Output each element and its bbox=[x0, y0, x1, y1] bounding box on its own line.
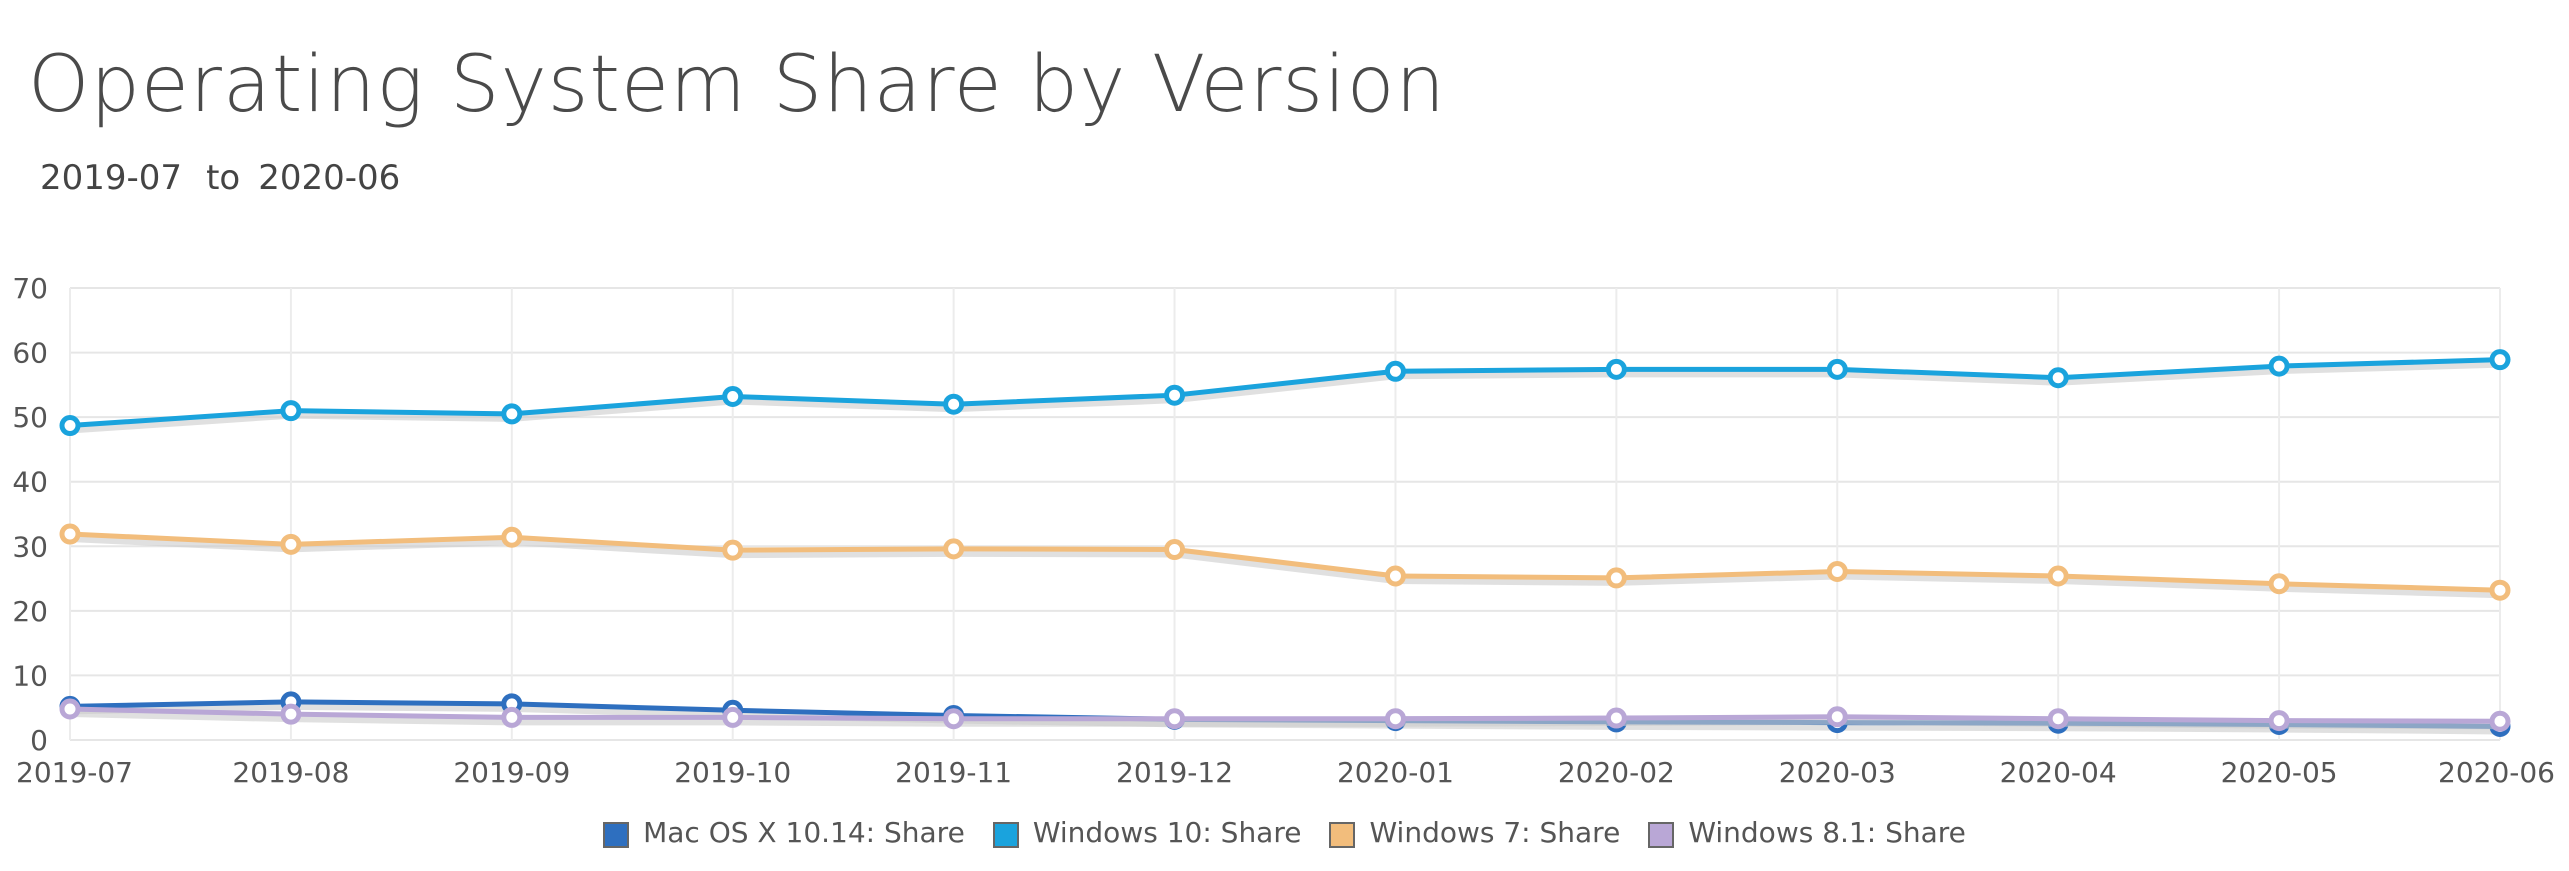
data-point[interactable] bbox=[1384, 360, 1406, 382]
legend-label: Windows 8.1: Share bbox=[1688, 816, 1966, 849]
legend-label: Mac OS X 10.14: Share bbox=[643, 816, 965, 849]
data-point[interactable] bbox=[943, 393, 965, 415]
legend-label: Windows 10: Share bbox=[1032, 816, 1302, 849]
x-tick-label: 2020-06 bbox=[2438, 756, 2555, 789]
series-line bbox=[69, 706, 2501, 724]
x-tick-label: 2020-05 bbox=[2221, 756, 2338, 789]
data-point[interactable] bbox=[501, 526, 523, 548]
data-point[interactable] bbox=[1384, 708, 1406, 730]
data-point[interactable] bbox=[722, 539, 744, 561]
y-tick-label: 20 bbox=[12, 595, 48, 628]
data-point[interactable] bbox=[59, 523, 81, 545]
x-tick-label: 2020-04 bbox=[2000, 756, 2117, 789]
range-to[interactable]: 2020-06 bbox=[258, 158, 401, 198]
series-1 bbox=[59, 349, 2511, 437]
legend: Mac OS X 10.14: Share Windows 10: Share Wi… bbox=[0, 816, 2569, 849]
data-point[interactable] bbox=[501, 403, 523, 425]
data-point[interactable] bbox=[1605, 567, 1627, 589]
data-point[interactable] bbox=[1164, 708, 1186, 730]
x-tick-label: 2019-09 bbox=[453, 756, 570, 789]
data-point[interactable] bbox=[2489, 349, 2511, 371]
data-point[interactable] bbox=[2489, 579, 2511, 601]
series-line bbox=[69, 531, 2501, 593]
data-point[interactable] bbox=[1384, 565, 1406, 587]
range-separator: to bbox=[206, 158, 241, 198]
legend-label: Windows 7: Share bbox=[1369, 816, 1621, 849]
x-tick-label: 2019-12 bbox=[1116, 756, 1233, 789]
legend-item[interactable]: Windows 10: Share bbox=[992, 816, 1302, 849]
y-tick-label: 40 bbox=[12, 466, 48, 499]
legend-item[interactable]: Windows 8.1: Share bbox=[1648, 816, 1966, 849]
data-point[interactable] bbox=[2268, 710, 2290, 732]
series-group bbox=[59, 349, 2511, 737]
range-from[interactable]: 2019-07 bbox=[40, 158, 183, 198]
data-point[interactable] bbox=[722, 385, 744, 407]
x-axis-ticks: 2019-07 2019-08 2019-09 2019-10 2019-11 2019-… bbox=[16, 756, 2555, 789]
y-tick-label: 10 bbox=[12, 659, 48, 692]
y-tick-label: 60 bbox=[12, 337, 48, 370]
data-point[interactable] bbox=[943, 538, 965, 560]
data-point[interactable] bbox=[1605, 707, 1627, 729]
data-point[interactable] bbox=[722, 706, 744, 728]
legend-item[interactable]: Windows 7: Share bbox=[1329, 816, 1620, 849]
y-tick-label: 70 bbox=[12, 272, 48, 305]
data-point[interactable] bbox=[1826, 706, 1848, 728]
series-line bbox=[69, 357, 2501, 429]
data-point[interactable] bbox=[2489, 710, 2511, 732]
x-tick-label: 2020-01 bbox=[1337, 756, 1454, 789]
series-2 bbox=[59, 523, 2511, 601]
data-point[interactable] bbox=[2047, 367, 2069, 389]
series-shadow bbox=[69, 536, 2501, 599]
y-tick-label: 0 bbox=[30, 724, 48, 757]
series-shadow bbox=[69, 711, 2501, 730]
y-tick-label: 50 bbox=[12, 401, 48, 434]
data-point[interactable] bbox=[501, 706, 523, 728]
data-point[interactable] bbox=[1826, 560, 1848, 582]
data-point[interactable] bbox=[280, 533, 302, 555]
legend-swatch bbox=[1648, 822, 1675, 848]
y-tick-label: 30 bbox=[12, 530, 48, 563]
series-shadow bbox=[69, 361, 2501, 434]
data-point[interactable] bbox=[2047, 565, 2069, 587]
x-tick-label: 2020-03 bbox=[1779, 756, 1896, 789]
y-axis-ticks: 0 10 20 30 40 50 60 70 bbox=[12, 272, 48, 757]
data-point[interactable] bbox=[59, 415, 81, 437]
data-point[interactable] bbox=[1826, 358, 1848, 380]
x-tick-label: 2019-08 bbox=[232, 756, 349, 789]
chart-title: Operating System Share by Version bbox=[28, 40, 1446, 130]
data-point[interactable] bbox=[1164, 384, 1186, 406]
legend-swatch bbox=[992, 822, 1019, 848]
data-point[interactable] bbox=[280, 400, 302, 422]
legend-item[interactable]: Mac OS X 10.14: Share bbox=[603, 816, 965, 849]
data-point[interactable] bbox=[1164, 539, 1186, 561]
legend-swatch bbox=[603, 822, 630, 848]
data-point[interactable] bbox=[943, 708, 965, 730]
date-range: 2019-07 to 2020-06 bbox=[40, 158, 400, 198]
data-point[interactable] bbox=[280, 703, 302, 725]
data-point[interactable] bbox=[1605, 358, 1627, 380]
data-point[interactable] bbox=[2268, 355, 2290, 377]
grid-lines bbox=[69, 287, 2501, 741]
data-point[interactable] bbox=[2268, 573, 2290, 595]
x-tick-label: 2020-02 bbox=[1558, 756, 1675, 789]
x-tick-label: 2019-07 bbox=[16, 756, 133, 789]
x-tick-label: 2019-10 bbox=[674, 756, 791, 789]
series-3 bbox=[59, 698, 2511, 732]
data-point[interactable] bbox=[59, 698, 81, 720]
legend-swatch bbox=[1329, 822, 1356, 848]
x-tick-label: 2019-11 bbox=[895, 756, 1012, 789]
data-point[interactable] bbox=[2047, 708, 2069, 730]
